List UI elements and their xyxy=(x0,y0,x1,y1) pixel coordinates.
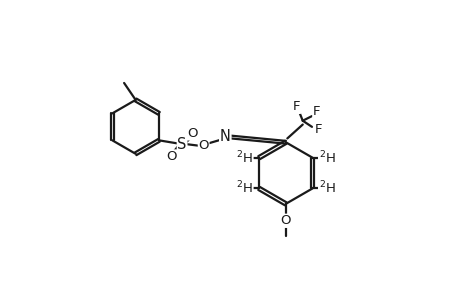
Text: F: F xyxy=(312,105,319,118)
Text: O: O xyxy=(198,139,208,152)
Text: F: F xyxy=(292,100,300,113)
Text: $^2$H: $^2$H xyxy=(235,149,252,166)
Text: N: N xyxy=(219,129,230,144)
Text: O: O xyxy=(280,214,291,227)
Text: O: O xyxy=(166,150,176,163)
Text: $^2$H: $^2$H xyxy=(318,149,335,166)
Text: $^2$H: $^2$H xyxy=(318,180,335,197)
Text: S: S xyxy=(177,137,186,152)
Text: F: F xyxy=(313,123,321,136)
Text: $^2$H: $^2$H xyxy=(235,180,252,197)
Text: N: N xyxy=(219,129,230,144)
Text: O: O xyxy=(187,127,198,140)
